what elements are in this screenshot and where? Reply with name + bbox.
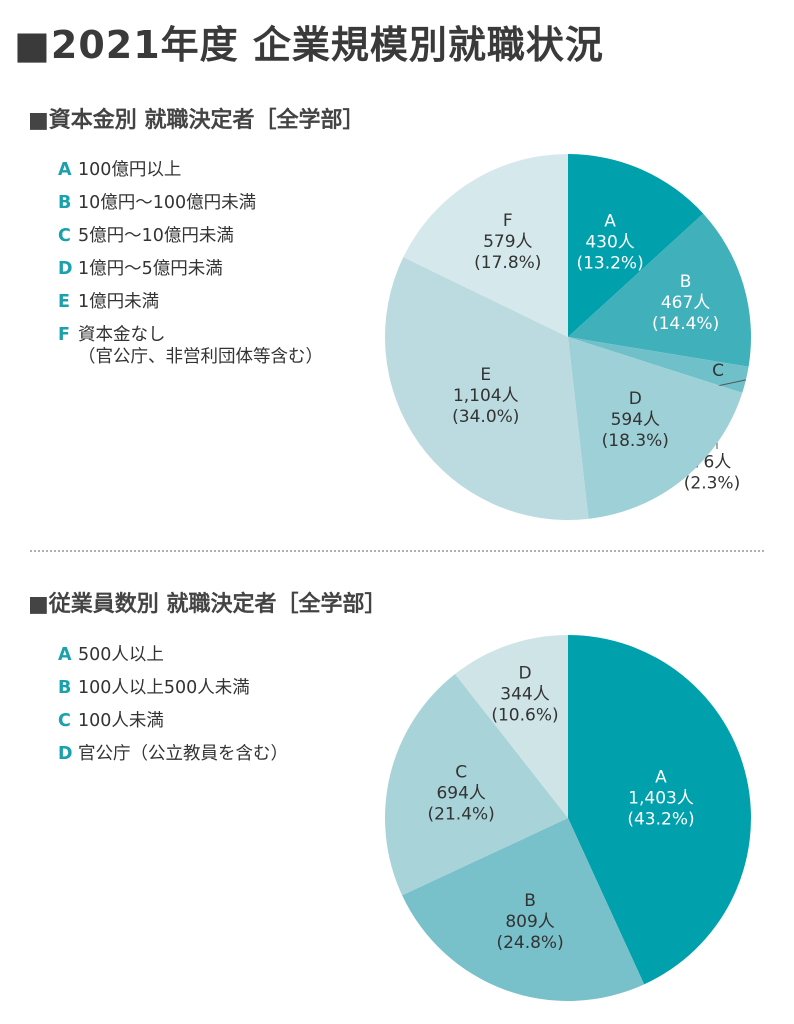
legend-key: C (58, 226, 71, 246)
pie-slice-a (568, 154, 704, 337)
slice-count-label: 809人 (505, 912, 554, 932)
pie-slice-b (402, 818, 645, 1001)
slice-percent-label: (43.2%) (627, 810, 694, 830)
legend-label: 官公庁（公立教員を含む） (78, 744, 288, 764)
slice-key-label: D (629, 389, 642, 409)
pie-slice-d (455, 635, 568, 818)
slice-percent-label: (2.3%) (684, 474, 740, 494)
legend-label: 5億円〜10億円未満 (78, 226, 234, 246)
slice-percent-label: (18.3%) (602, 431, 669, 451)
section-title-employees: ■従業員数別 就職決定者［全学部］ (28, 592, 387, 617)
legend-item: E 1億円未満 (58, 286, 323, 319)
pie-slice-b (568, 213, 751, 367)
slice-key-label: C (712, 361, 724, 381)
slice-key-label: E (480, 365, 491, 385)
legend-key: D (58, 259, 73, 279)
slice-key-label: F (503, 211, 513, 231)
legend-item: A 500人以上 (58, 639, 288, 672)
legend-item: B 100人以上500人未満 (58, 672, 288, 705)
slice-count-label: 579人 (483, 232, 532, 252)
legend-item: C 5億円〜10億円未満 (58, 220, 323, 253)
slice-key-label: D (518, 664, 531, 684)
slice-percent-label: (21.4%) (428, 804, 495, 824)
legend-employees: A 500人以上 B 100人以上500人未満 C 100人未満 D 官公庁（公立教員を… (58, 639, 288, 771)
legend-key: B (58, 678, 72, 698)
pie-chart-capital: A430人(13.2%)B467人(14.4%)76人(2.3%)D594人(1… (385, 154, 751, 520)
slice-count-label: 1,104人 (453, 386, 519, 406)
slice-percent-label: (13.2%) (576, 254, 643, 274)
legend-sublabel: （官公庁、非営利団体等含む） (78, 347, 323, 367)
slice-key-label: B (524, 891, 536, 911)
slice-count-label: 344人 (500, 685, 549, 705)
legend-label: 1億円〜5億円未満 (78, 259, 223, 279)
legend-item: A 100億円以上 (58, 154, 323, 187)
pie-slice-c (568, 337, 749, 393)
slice-percent-label: (34.0%) (452, 407, 519, 427)
slice-percent-label: (24.8%) (496, 933, 563, 953)
slice-percent-label: (10.6%) (491, 706, 558, 726)
slice-count-label: 594人 (611, 410, 660, 430)
legend-item: B 10億円〜100億円未満 (58, 187, 323, 220)
slice-key-label: C (455, 762, 467, 782)
slice-key-label: A (655, 768, 667, 788)
slice-percent-label: (17.8%) (474, 253, 541, 273)
section-divider (30, 550, 764, 552)
slice-key-label: B (680, 272, 692, 292)
pie-slice-e (385, 257, 589, 520)
legend-label: 資本金なし (78, 325, 166, 345)
legend-item: D 官公庁（公立教員を含む） (58, 738, 288, 771)
pie-slice-f (403, 154, 568, 337)
pie-slice-a (568, 635, 751, 985)
legend-key: A (58, 160, 72, 180)
legend-item: F 資本金なし （官公庁、非営利団体等含む） (58, 319, 323, 368)
legend-label: 100人以上500人未満 (78, 678, 250, 698)
legend-key: E (58, 292, 70, 312)
slice-count-label: 467人 (661, 293, 710, 313)
legend-key: A (58, 645, 72, 665)
pie-slice-c (385, 674, 568, 896)
legend-label: 1億円未満 (78, 292, 160, 312)
legend-key: B (58, 193, 72, 213)
slice-count-label: 694人 (436, 783, 485, 803)
slice-percent-label: (14.4%) (652, 314, 719, 334)
legend-item: C 100人未満 (58, 705, 288, 738)
legend-label: 500人以上 (78, 645, 164, 665)
legend-key: D (58, 744, 73, 764)
legend-label: 100人未満 (78, 711, 164, 731)
legend-label: 10億円〜100億円未満 (78, 193, 257, 213)
slice-count-label: 430人 (585, 233, 634, 253)
legend-key: C (58, 711, 71, 731)
slice-key-label: A (604, 212, 616, 232)
section-title-capital: ■資本金別 就職決定者［全学部］ (28, 108, 365, 133)
legend-key: F (58, 325, 70, 345)
legend-capital: A 100億円以上 B 10億円〜100億円未満 C 5億円〜10億円未満 D 1億円〜… (58, 154, 323, 368)
legend-label: 100億円以上 (78, 160, 182, 180)
page-title: ■2021年度 企業規模別就職状況 (14, 23, 604, 67)
slice-count-label: 1,403人 (628, 789, 694, 809)
pie-slice-d (568, 337, 743, 519)
legend-item: D 1億円〜5億円未満 (58, 253, 323, 286)
